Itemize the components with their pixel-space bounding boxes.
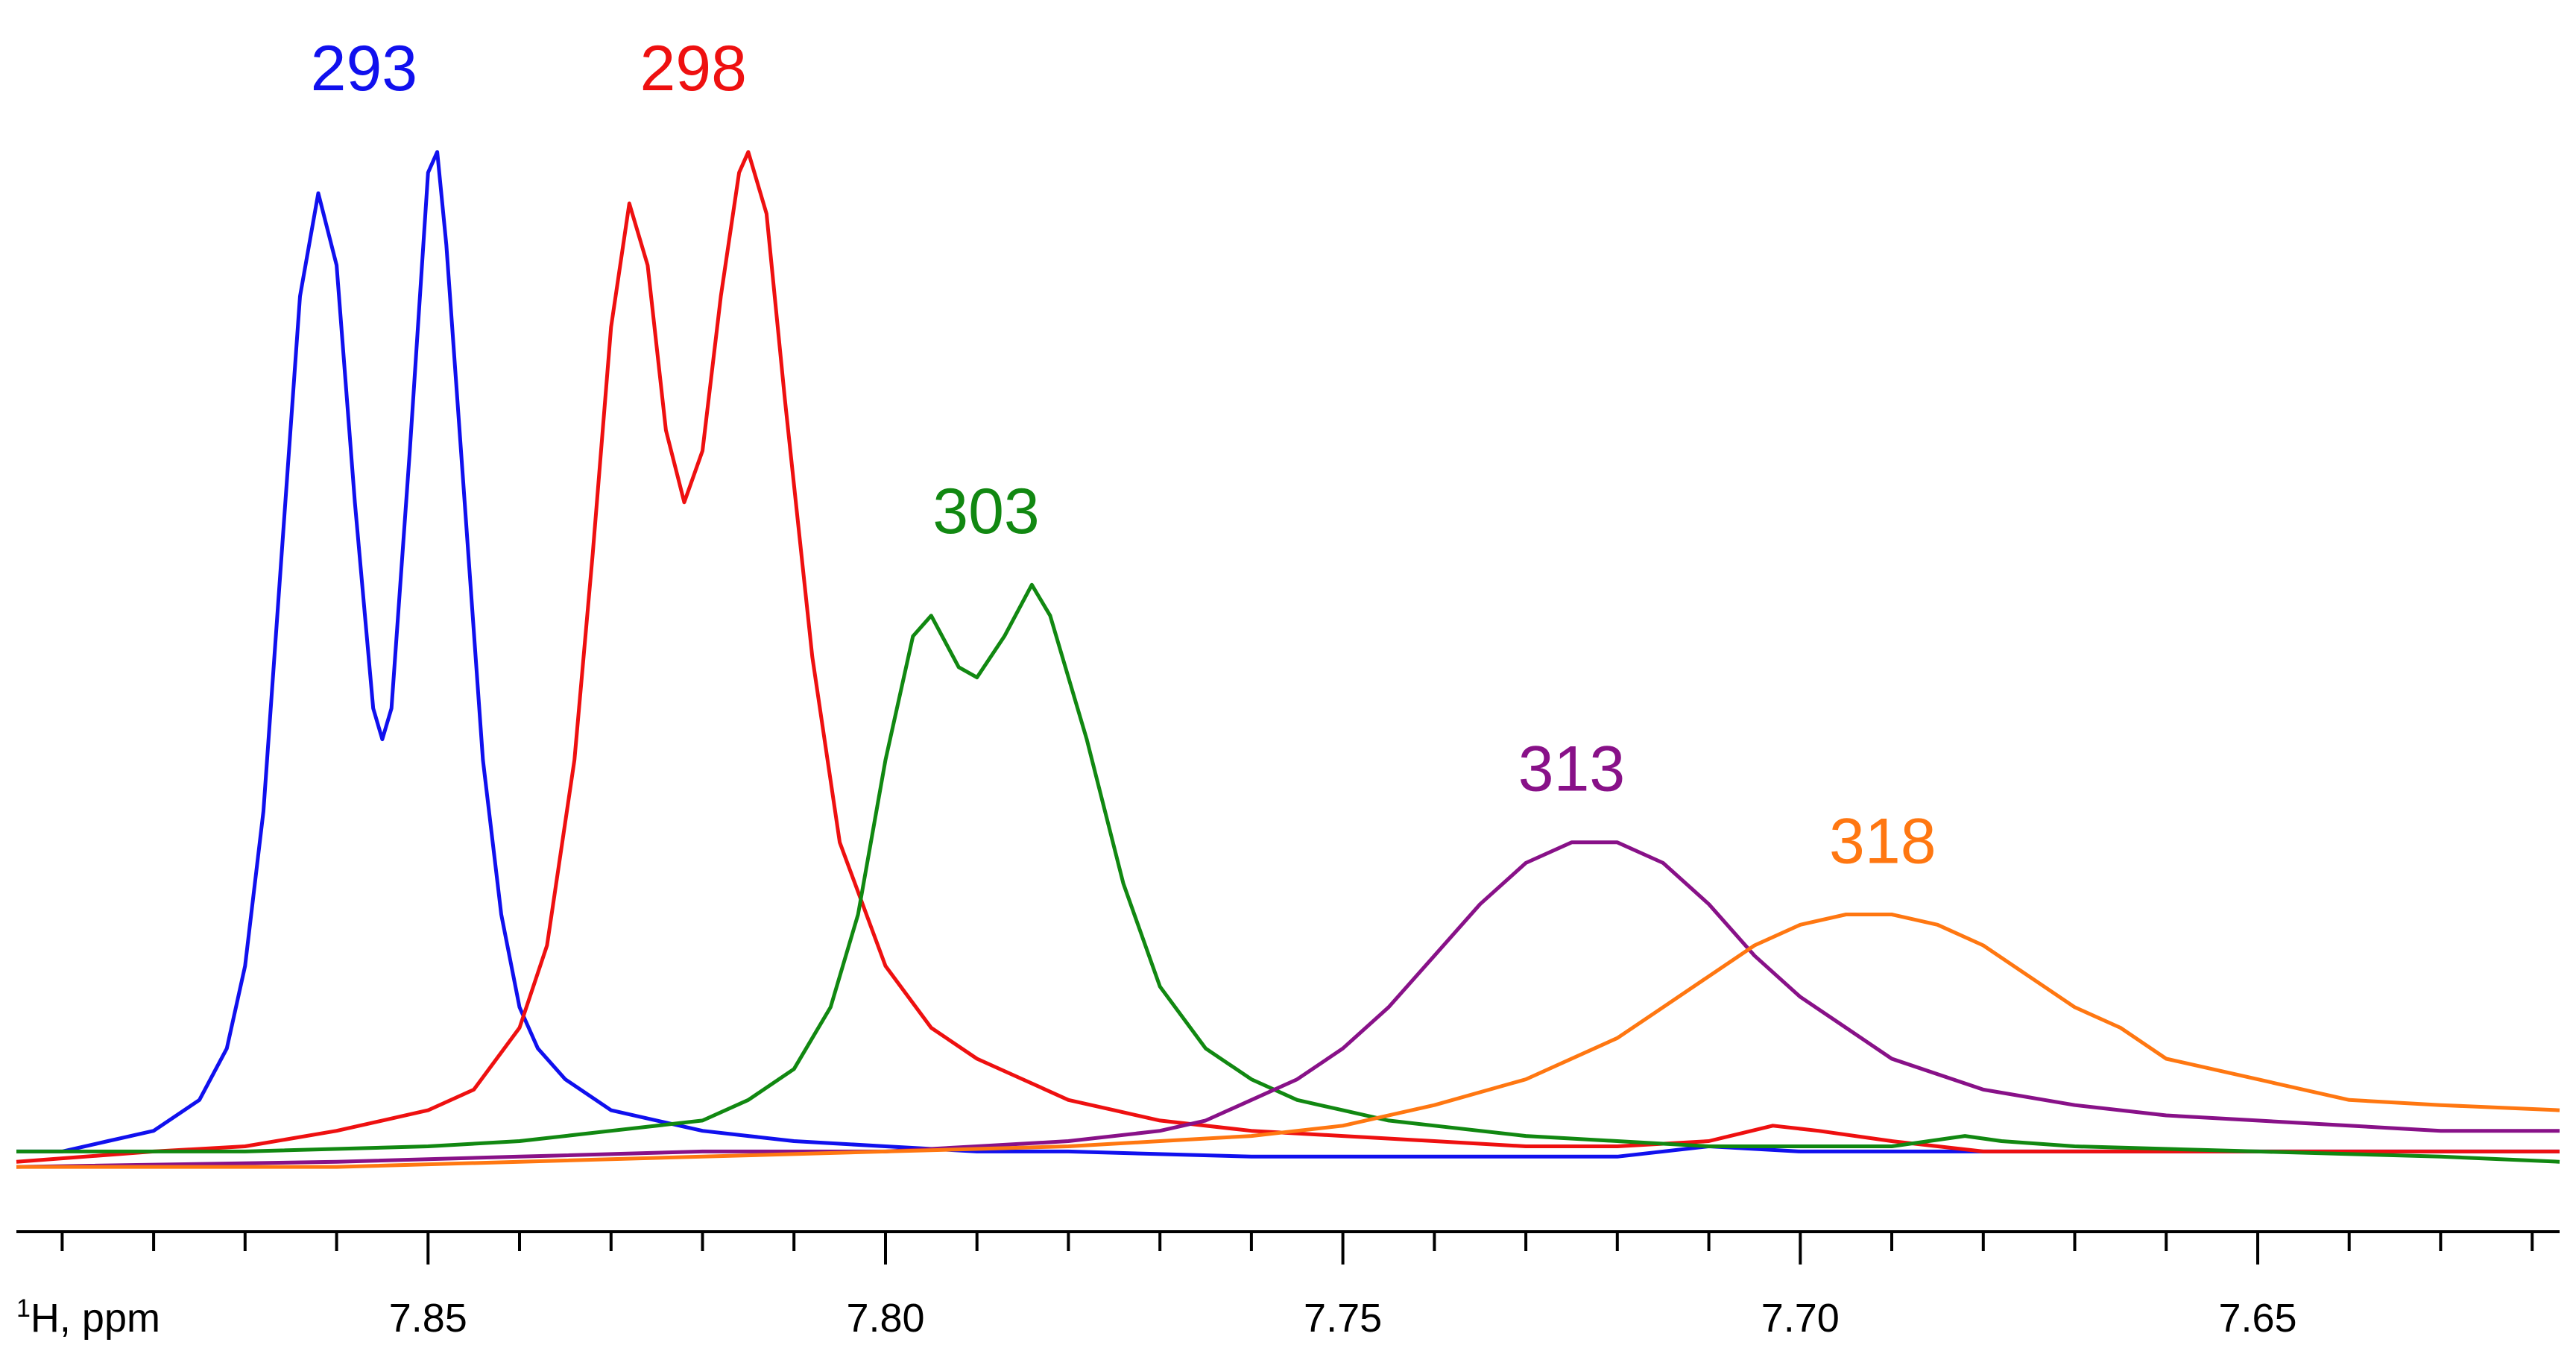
x-axis-title: 1H, ppm <box>16 1294 160 1341</box>
tick-label-7.65: 7.65 <box>2218 1296 2296 1341</box>
series-line-298 <box>16 150 2560 1164</box>
tick-label-7.85: 7.85 <box>389 1296 467 1341</box>
series-layer <box>16 150 2560 1169</box>
series-label-303: 303 <box>932 476 1040 547</box>
series-label-layer: 293 298 303 313 318 <box>311 33 1936 878</box>
series-line-293 <box>16 150 2560 1159</box>
series-label-318: 318 <box>1829 805 1936 877</box>
series-line-313 <box>16 840 2560 1169</box>
x-axis-title-text: H, ppm <box>31 1296 160 1341</box>
series-label-293: 293 <box>311 33 418 104</box>
series-line-318 <box>16 913 2560 1169</box>
x-axis-title-superscript: 1 <box>16 1294 31 1323</box>
series-label-298: 298 <box>640 33 747 104</box>
series-label-313: 313 <box>1518 734 1626 805</box>
tick-label-7.80: 7.80 <box>846 1296 924 1341</box>
x-axis-ticks: 7.85 7.80 7.75 7.70 7.65 <box>60 1232 2534 1341</box>
tick-label-7.70: 7.70 <box>1761 1296 1840 1341</box>
tick-label-7.75: 7.75 <box>1304 1296 1382 1341</box>
series-line-303 <box>16 582 2560 1164</box>
